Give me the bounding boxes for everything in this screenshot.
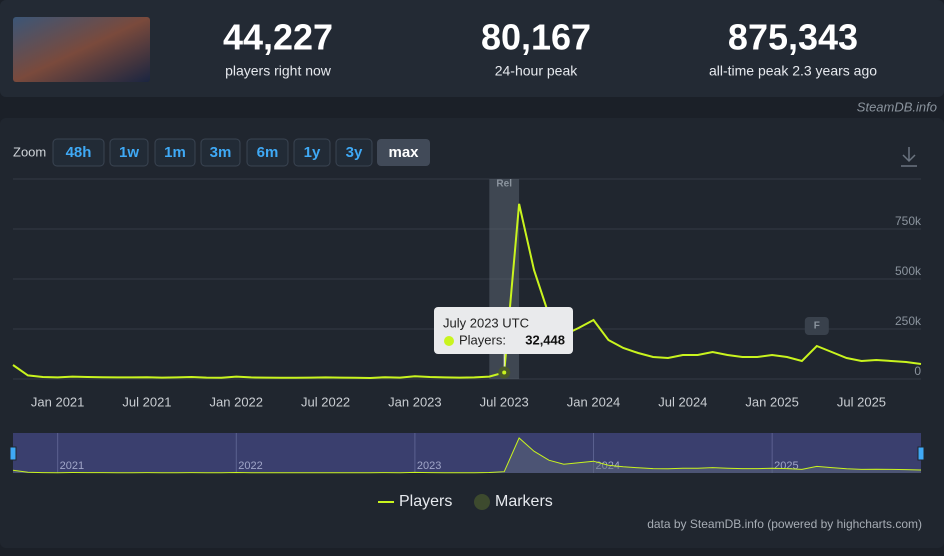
zoom-button[interactable] — [246, 138, 289, 167]
tooltip-swatch — [444, 336, 454, 346]
zoom-button-label[interactable]: 1w — [119, 144, 139, 161]
zoom-label: Zoom — [13, 144, 46, 159]
zoom-button-label[interactable]: 1y — [304, 144, 321, 161]
marker-label: Rel — [496, 179, 512, 190]
tooltip-value: 32,448 — [525, 332, 565, 347]
legend-label[interactable]: Players — [399, 493, 452, 510]
stat-value: 875,343 — [728, 17, 858, 58]
stat-label: all-time peak 2.3 years ago — [709, 63, 877, 79]
credit: data by SteamDB.info (powered by highcha… — [647, 517, 922, 531]
marker-label: F — [814, 321, 820, 332]
navigator-area — [13, 438, 921, 473]
zoom-button-label[interactable]: 3m — [210, 144, 232, 161]
zoom-button[interactable] — [154, 138, 196, 167]
x-tick-label: Jul 2022 — [301, 394, 350, 409]
zoom-button-label[interactable]: 48h — [66, 144, 92, 161]
zoom-button[interactable] — [109, 138, 149, 167]
zoom-button-label[interactable]: max — [388, 144, 419, 161]
y-tick-label: 500k — [895, 264, 922, 278]
zoom-button-label[interactable]: 1m — [164, 144, 186, 161]
tooltip-box — [434, 307, 573, 354]
navigator-label: 2021 — [60, 460, 84, 472]
zoom-button-label[interactable]: 3y — [346, 144, 363, 161]
zoom-button[interactable] — [335, 138, 373, 167]
navigator-handle[interactable] — [917, 446, 925, 461]
navigator-handle[interactable] — [9, 446, 17, 461]
navigator-label: 2022 — [238, 460, 262, 472]
legend-marker — [474, 494, 490, 510]
stat-value: 80,167 — [481, 17, 591, 58]
x-tick-label: Jul 2024 — [658, 394, 707, 409]
y-tick-label: 750k — [895, 214, 922, 228]
x-tick-label: Jan 2022 — [210, 394, 264, 409]
marker-flag — [804, 317, 829, 335]
tooltip-label: Players: — [459, 332, 506, 347]
navigator-bg — [13, 433, 921, 473]
zoom-button-label[interactable]: 6m — [257, 144, 279, 161]
zoom-button[interactable] — [377, 139, 430, 166]
brand: SteamDB.info — [857, 99, 937, 114]
x-tick-label: Jul 2021 — [122, 394, 171, 409]
x-tick-label: Jan 2024 — [567, 394, 621, 409]
y-tick-label: 250k — [895, 314, 922, 328]
x-tick-label: Jan 2021 — [31, 394, 85, 409]
line-series — [12, 203, 922, 380]
x-tick-label: Jan 2025 — [745, 394, 799, 409]
zoom-button[interactable] — [52, 138, 105, 167]
x-tick-label: Jul 2023 — [480, 394, 529, 409]
stat-label: 24-hour peak — [495, 63, 579, 79]
download-icon[interactable] — [901, 147, 917, 167]
tooltip-title: July 2023 UTC — [443, 315, 529, 330]
zoom-button[interactable] — [200, 138, 241, 167]
stat-value: 44,227 — [223, 17, 333, 58]
y-tick-label: 0 — [914, 364, 921, 378]
stat-label: players right now — [225, 63, 332, 79]
header-panel — [0, 0, 944, 97]
x-tick-label: Jan 2023 — [388, 394, 442, 409]
x-tick-label: Jul 2025 — [837, 394, 886, 409]
tooltip-point — [498, 366, 511, 379]
navigator-line — [12, 437, 922, 474]
navigator-label: 2023 — [417, 460, 441, 472]
game-image — [13, 17, 150, 82]
legend-label[interactable]: Markers — [495, 493, 553, 510]
zoom-button[interactable] — [293, 138, 331, 167]
